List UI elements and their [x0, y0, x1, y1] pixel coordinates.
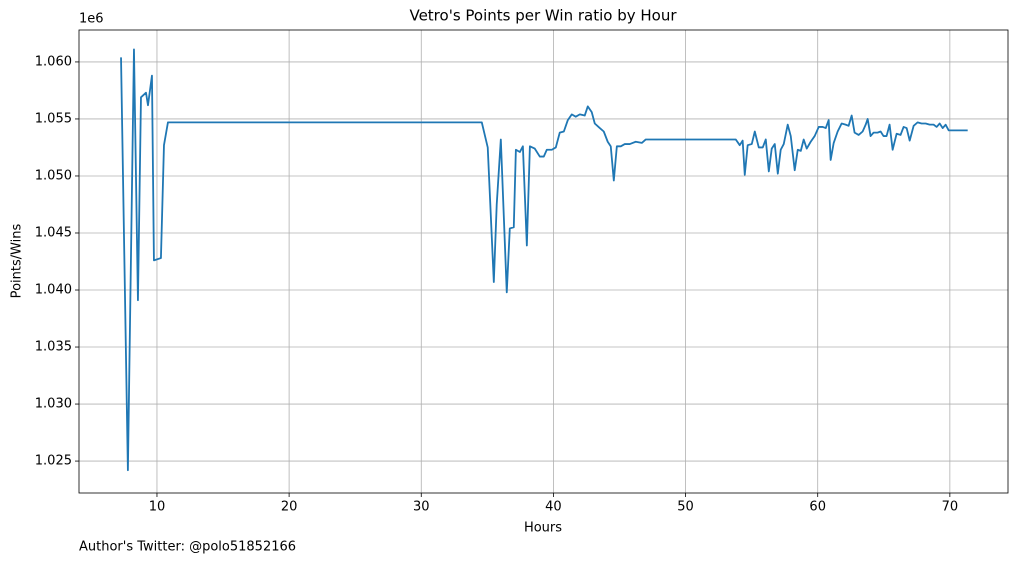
y-tick-label: 1.030: [35, 397, 72, 412]
x-tick-label: 60: [809, 500, 826, 515]
x-tick-label: 30: [413, 500, 430, 515]
y-tick-label: 1.025: [35, 454, 72, 469]
y-tick-label: 1.035: [35, 340, 72, 355]
y-offset-label: 1e6: [79, 12, 104, 27]
y-axis-label: Points/Wins: [10, 223, 25, 298]
y-tick-label: 1.060: [35, 54, 72, 69]
x-tick-label: 10: [149, 500, 166, 515]
x-tick-label: 40: [545, 500, 562, 515]
x-tick-label: 70: [942, 500, 959, 515]
x-axis-label: Hours: [524, 521, 562, 536]
x-tick-label: 20: [281, 500, 298, 515]
y-tick-label: 1.055: [35, 111, 72, 126]
data-line: [120, 48, 968, 472]
footnote: Author's Twitter: @polo51852166: [79, 540, 296, 555]
y-tick-label: 1.040: [35, 283, 72, 298]
plot-frame: [78, 29, 1009, 494]
y-tick-label: 1.045: [35, 225, 72, 240]
chart-title: Vetro's Points per Win ratio by Hour: [409, 7, 677, 25]
x-tick-label: 50: [677, 500, 694, 515]
y-tick-label: 1.050: [35, 168, 72, 183]
